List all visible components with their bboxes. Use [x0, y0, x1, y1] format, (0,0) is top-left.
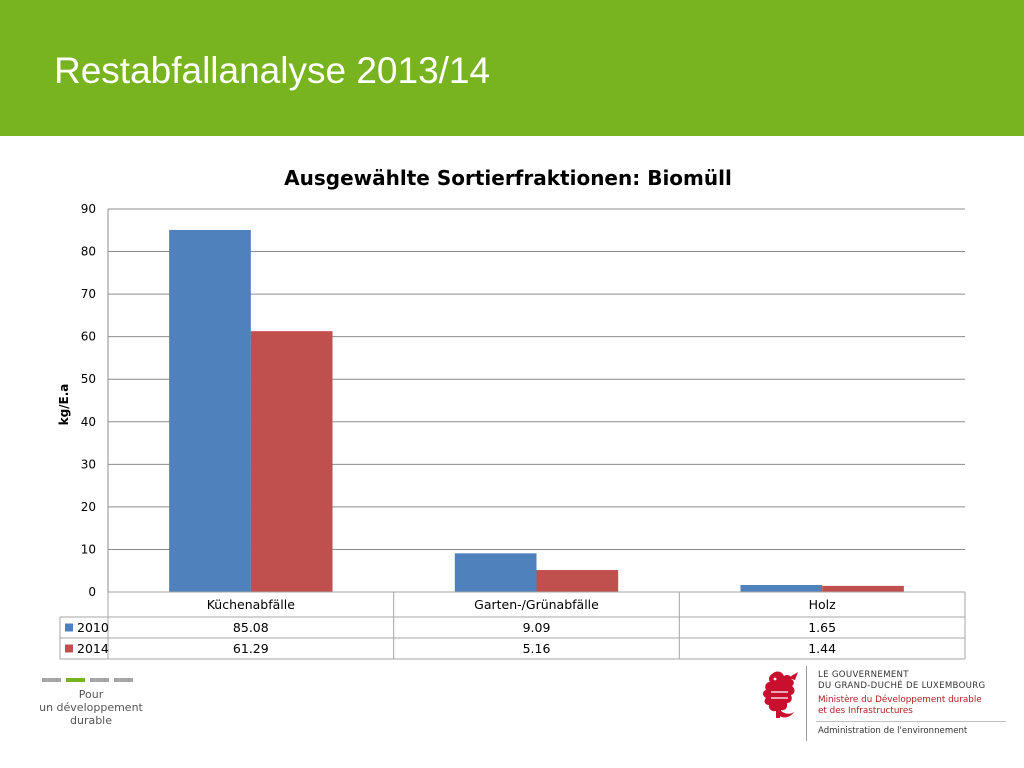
tagline-text: Pour un développement durable — [36, 688, 146, 727]
tagline-line: un développement — [39, 701, 143, 714]
dash-decoration-green — [66, 678, 85, 682]
y-tick-label: 60 — [81, 330, 96, 344]
red-lion-icon — [758, 668, 802, 722]
government-logo-block: LE GOUVERNEMENT DU GRAND-DUCHÉ DE LUXEMB… — [758, 666, 1008, 746]
tagline-dashes — [42, 678, 146, 682]
dash-decoration — [90, 678, 109, 682]
government-line: LE GOUVERNEMENT — [818, 670, 909, 680]
sustainability-tagline-block: Pour un développement durable — [36, 678, 146, 727]
legend-swatch-2014 — [65, 644, 73, 653]
y-tick-label: 30 — [81, 457, 96, 471]
bar-2010-2 — [454, 553, 537, 592]
ministry-line: et des Infrastructures — [818, 706, 913, 716]
dash-decoration — [114, 678, 133, 682]
y-axis-label: kg/E.a — [57, 384, 71, 426]
y-tick-label: 70 — [81, 287, 96, 301]
legend-label: 2014 — [77, 641, 109, 656]
bar-chart: Ausgewählte Sortierfraktionen: Biomüll 0… — [57, 166, 966, 660]
data-table-value: 5.16 — [523, 641, 551, 656]
bar-2014-2 — [536, 570, 619, 592]
data-table-value: 9.09 — [523, 620, 551, 635]
tagline-line: Pour — [78, 688, 104, 701]
ministry-name: Ministère du Développement durable et de… — [818, 695, 982, 717]
data-table-value: 85.08 — [233, 620, 269, 635]
header-bar: Restabfallanalyse 2013/14 — [0, 0, 1024, 136]
x-category-label: Holz — [809, 597, 837, 612]
legend-swatch-2010 — [65, 623, 73, 632]
y-tick-label: 40 — [81, 415, 96, 429]
government-name: LE GOUVERNEMENT DU GRAND-DUCHÉ DE LUXEMB… — [818, 670, 985, 692]
ministry-line: Ministère du Développement durable — [818, 695, 982, 705]
bar-2014-1 — [250, 331, 333, 592]
page-title: Restabfallanalyse 2013/14 — [54, 50, 491, 91]
y-tick-label: 90 — [81, 202, 96, 216]
logo-divider — [806, 666, 807, 741]
x-category-label: Küchenabfälle — [207, 597, 296, 612]
y-tick-label: 50 — [81, 372, 96, 386]
bar-2014-3 — [822, 585, 904, 592]
admin-divider — [816, 721, 1006, 722]
y-tick-label: 20 — [81, 500, 96, 514]
legend-label: 2010 — [77, 620, 109, 635]
y-tick-label: 10 — [81, 542, 96, 556]
data-table-value: 61.29 — [233, 641, 269, 656]
tagline-line: durable — [69, 714, 113, 727]
data-table-value: 1.44 — [808, 641, 836, 656]
bar-2010-1 — [169, 229, 251, 593]
government-line: DU GRAND-DUCHÉ DE LUXEMBOURG — [818, 681, 986, 691]
chart-bars — [169, 229, 904, 593]
x-category-label: Garten-/Grünabfälle — [474, 597, 599, 612]
bar-2010-3 — [740, 584, 823, 592]
y-tick-label: 0 — [88, 585, 96, 599]
y-axis-tick-labels: 0 10 20 30 40 50 60 70 80 90 — [81, 202, 96, 599]
dash-decoration — [42, 678, 61, 682]
chart-data-table: Küchenabfälle Garten-/Grünabfälle Holz 2010… — [59, 591, 966, 660]
y-tick-label: 80 — [81, 245, 96, 259]
chart-title: Ausgewählte Sortierfraktionen: Biomüll — [284, 166, 732, 190]
data-table-value: 1.65 — [808, 620, 836, 635]
administration-name: Administration de l'environnement — [818, 726, 968, 736]
